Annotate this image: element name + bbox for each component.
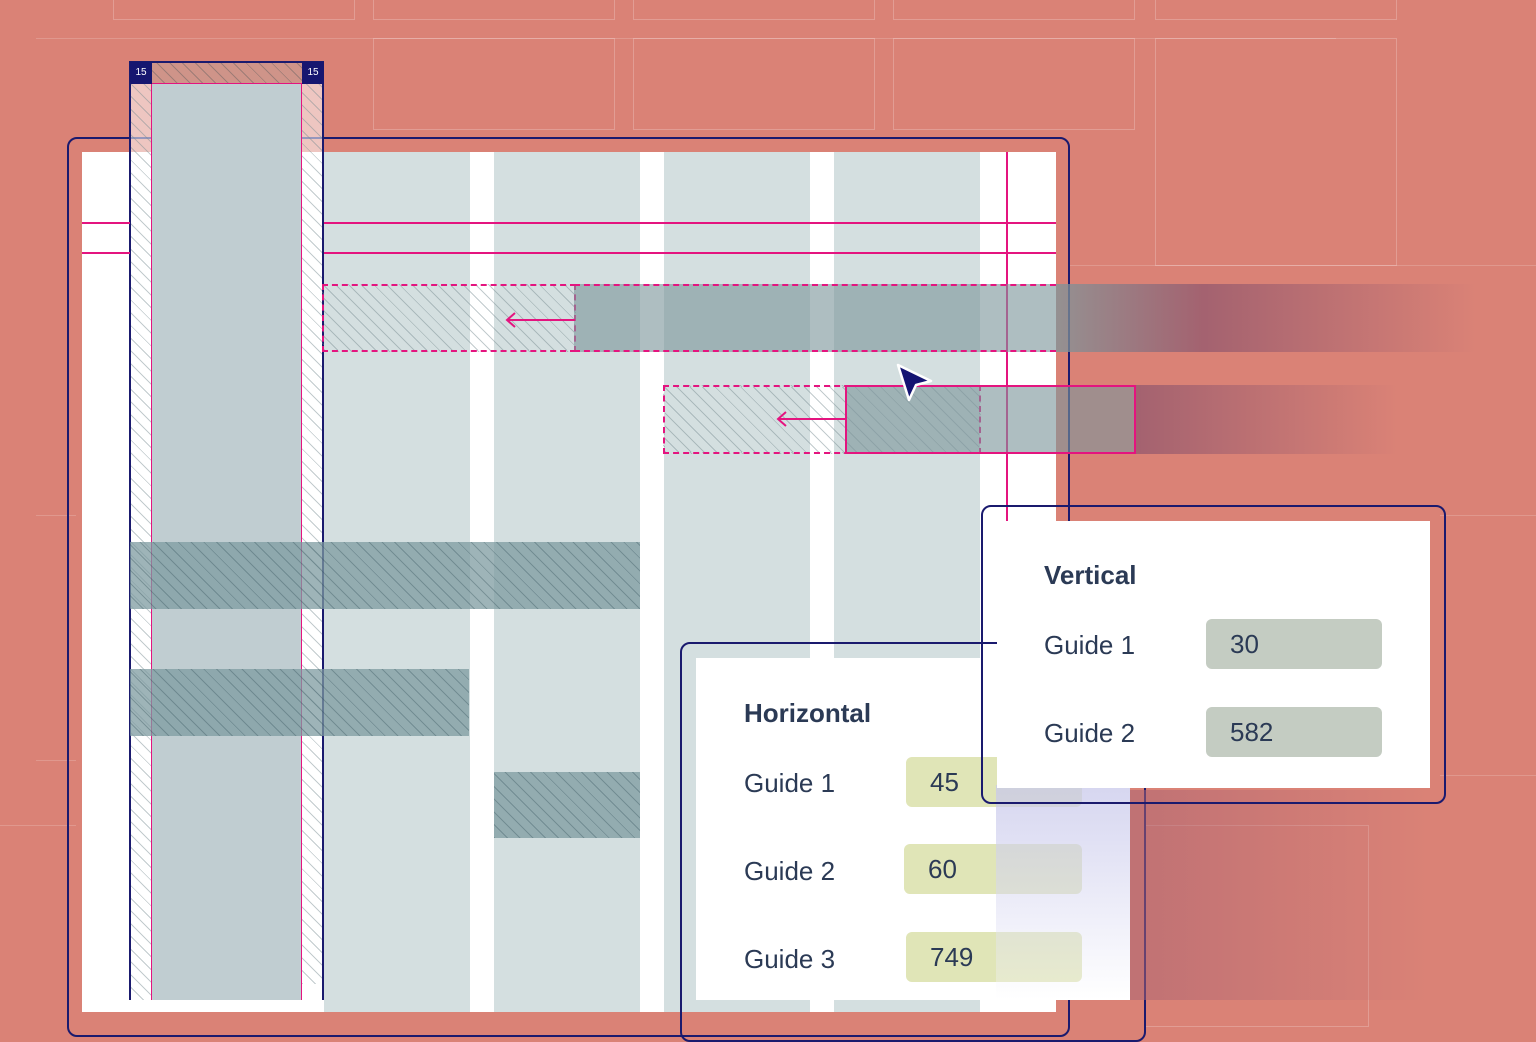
- drag-motion-trail: [1056, 284, 1476, 352]
- guide-line-horizontal: [151, 83, 302, 84]
- grid-line: [36, 38, 1336, 39]
- gutter-width-tag-right: 15: [302, 62, 324, 84]
- snap-dashed-edge: [574, 284, 1056, 288]
- panel-drop-shadow: [1130, 790, 1430, 1000]
- guide-line-horizontal: [324, 252, 1056, 254]
- grid-line: [36, 515, 76, 516]
- grid-line: [1440, 515, 1536, 516]
- column-outline-left: [129, 62, 131, 1000]
- vertical-guide-1-label: Guide 1: [1044, 630, 1136, 660]
- grid-tile: [113, 0, 355, 20]
- snap-target-outline: [322, 284, 576, 352]
- snap-dashed-edge: [574, 350, 1056, 354]
- drag-motion-trail: [1136, 385, 1398, 454]
- guide-line-horizontal: [82, 252, 130, 254]
- horizontal-guide-2-label: Guide 2: [744, 856, 836, 886]
- grid-line: [36, 760, 76, 761]
- vertical-panel-title: Vertical: [1044, 560, 1137, 590]
- panel-overlap-shadow: [996, 785, 1130, 1000]
- grid-tile: [1155, 38, 1397, 266]
- grid-tile: [373, 0, 615, 20]
- dragged-block[interactable]: [845, 385, 1136, 454]
- column-gutter-right: [302, 84, 324, 984]
- grid-tile: [373, 38, 615, 130]
- column-top-gutter: [152, 62, 302, 84]
- content-block[interactable]: [130, 542, 640, 609]
- grid-tile: [633, 38, 875, 130]
- grid-tile: [893, 0, 1135, 20]
- vertical-guide-1-input[interactable]: 30: [1206, 619, 1382, 669]
- grid-line: [1440, 775, 1536, 776]
- guide-line-horizontal: [82, 222, 130, 224]
- horizontal-panel-title: Horizontal: [744, 698, 872, 728]
- content-block[interactable]: [130, 669, 469, 736]
- grid-line: [0, 825, 76, 826]
- vertical-panel-outline: [981, 505, 1446, 804]
- dragged-block[interactable]: [574, 284, 1056, 352]
- vertical-guide-2-label: Guide 2: [1044, 718, 1136, 748]
- grid-line: [1070, 265, 1536, 266]
- guide-line-horizontal: [324, 222, 1056, 224]
- horizontal-guide-1-label: Guide 1: [744, 768, 836, 798]
- vertical-guide-2-input[interactable]: 582: [1206, 707, 1382, 757]
- gutter-width-tag-left: 15: [130, 62, 152, 84]
- content-block[interactable]: [494, 772, 640, 838]
- horizontal-guide-3-label: Guide 3: [744, 944, 836, 974]
- column-outline-right: [322, 62, 324, 1000]
- dragged-block-outline: [845, 385, 1136, 454]
- column-outline-top: [129, 61, 324, 63]
- grid-tile: [1155, 0, 1397, 20]
- grid-tile: [893, 38, 1135, 130]
- grid-tile: [633, 0, 875, 20]
